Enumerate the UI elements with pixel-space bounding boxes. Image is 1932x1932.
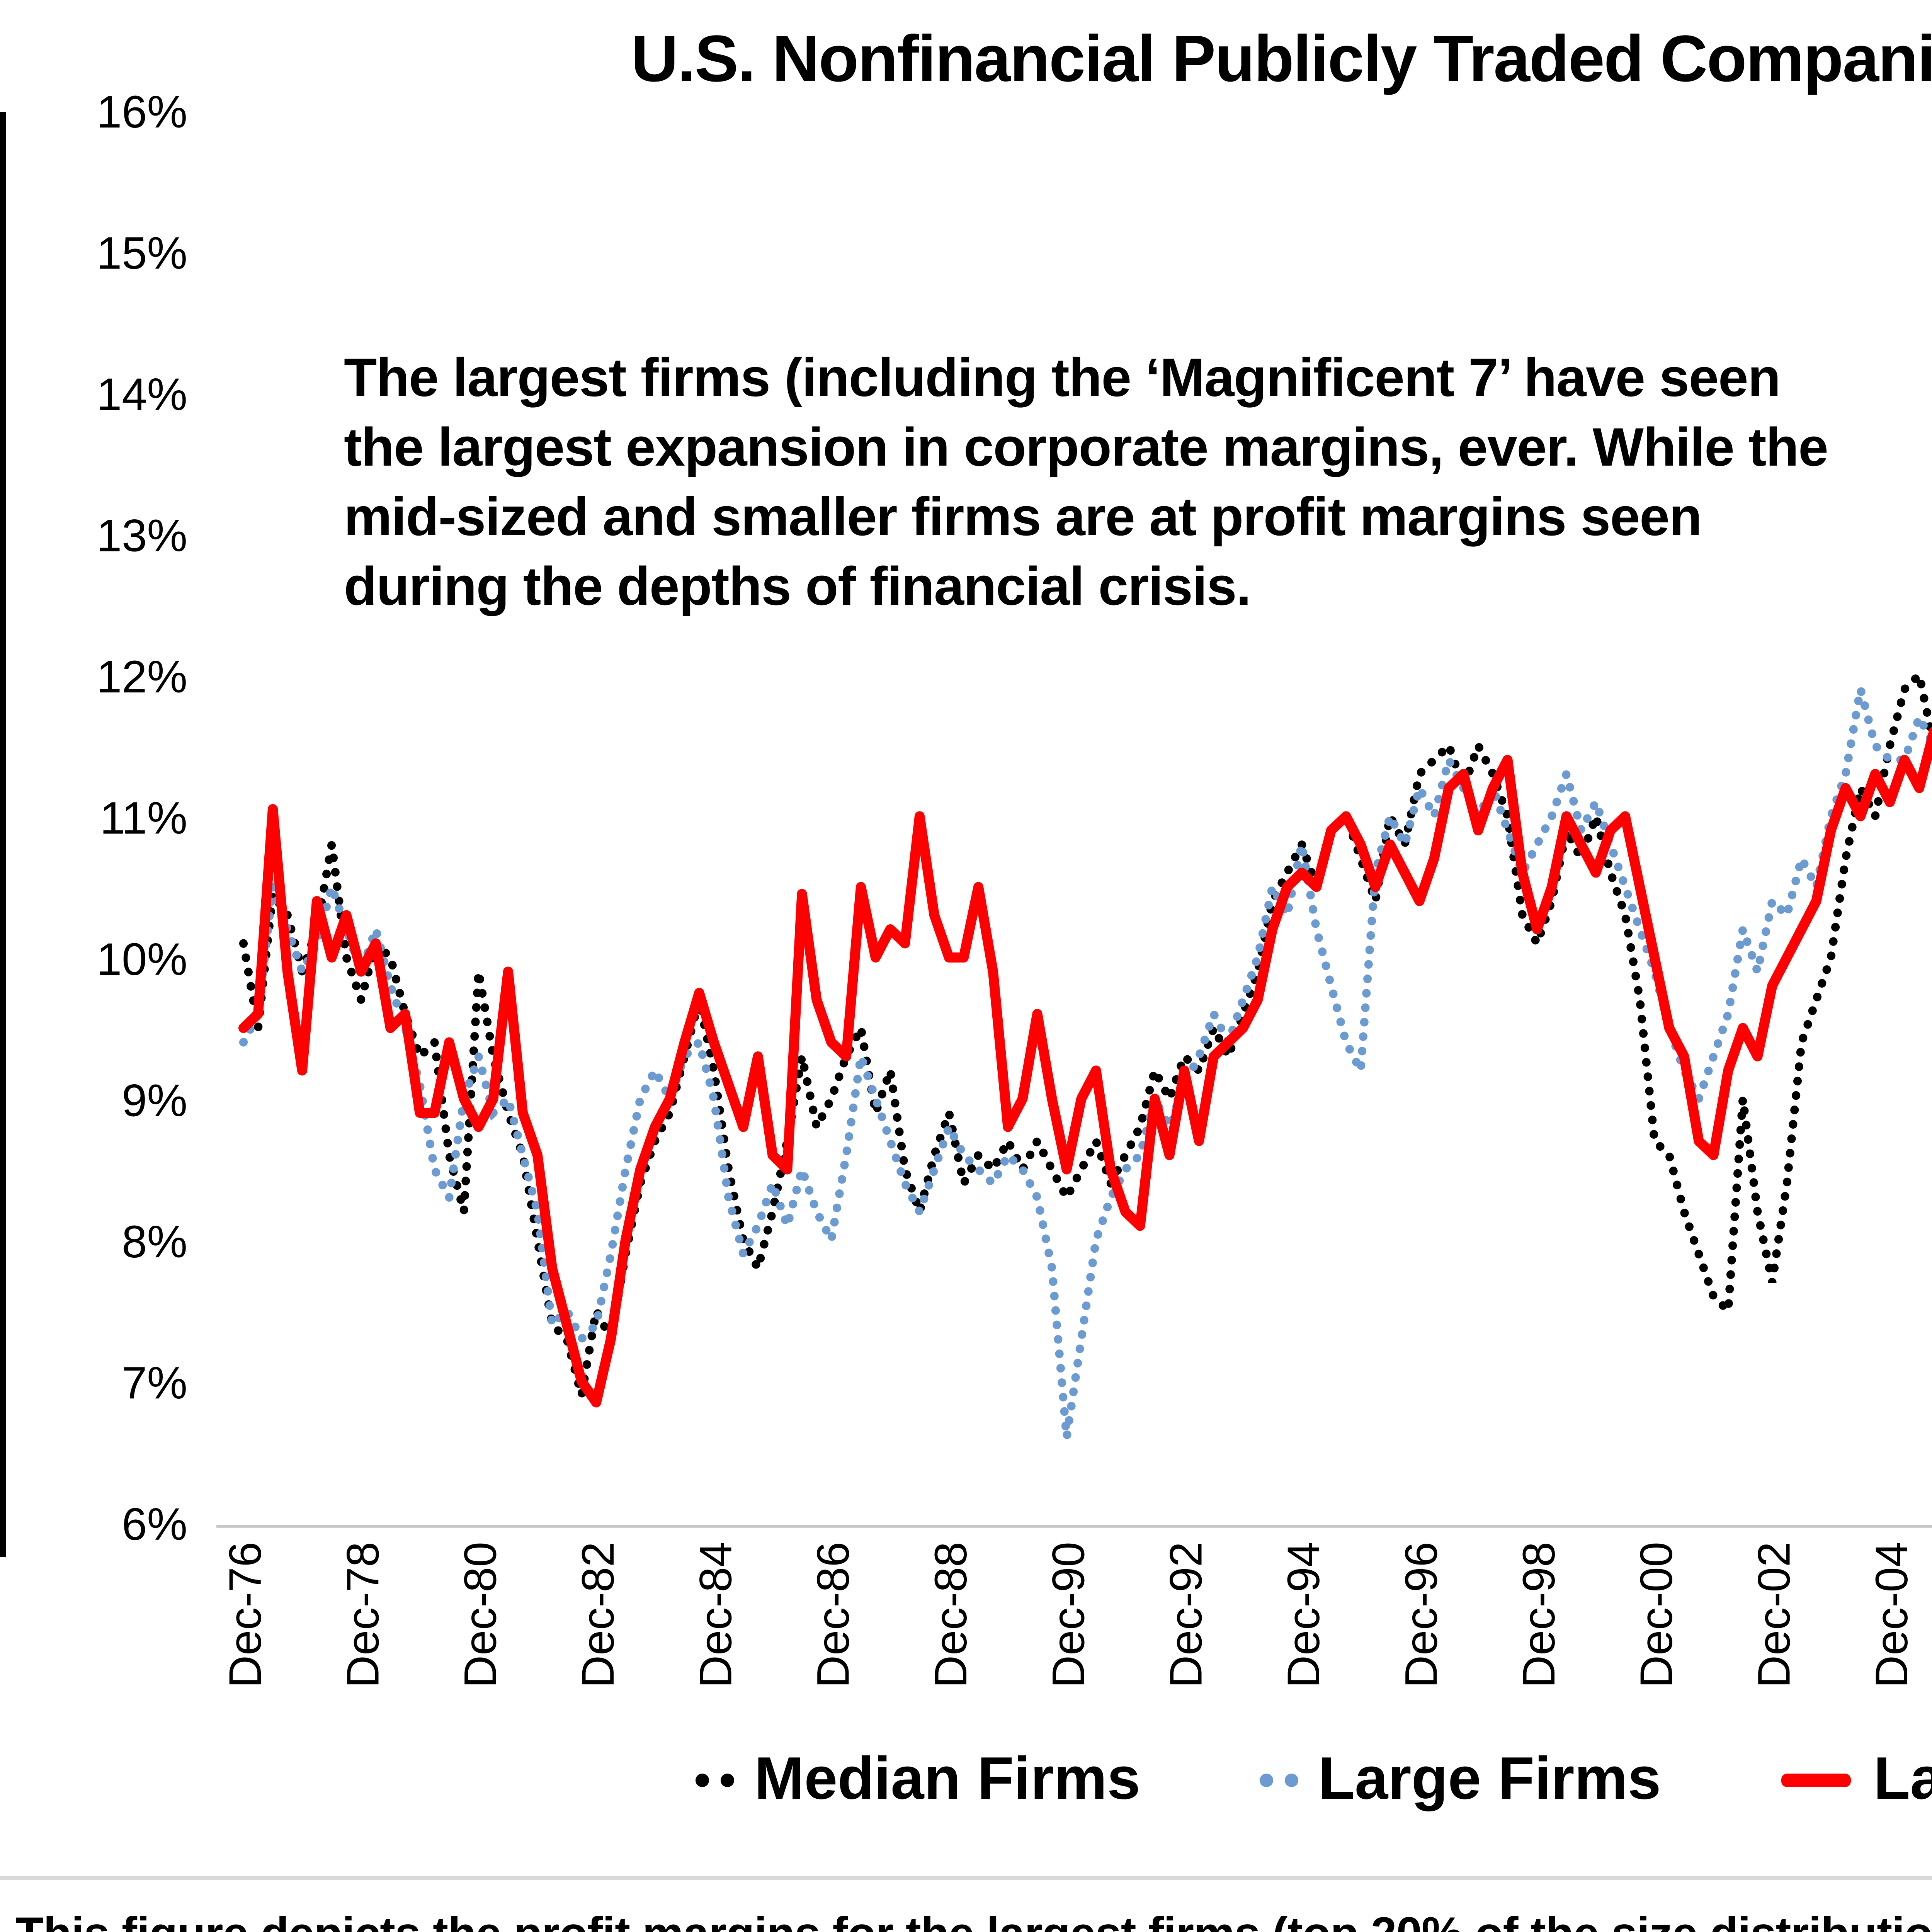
legend: Median Firms Large Firms Largest Firms bbox=[0, 1745, 1932, 1814]
legend-label-largest-firms: Largest Firms bbox=[1873, 1745, 1932, 1812]
x-tick-label: Dec-76 bbox=[220, 1542, 270, 1688]
x-tick-label: Dec-94 bbox=[1278, 1542, 1329, 1688]
chart-annotation: The largest firms (including the ‘Magnif… bbox=[344, 344, 1932, 622]
x-tick-label: Dec-80 bbox=[455, 1542, 506, 1688]
series-median-firms bbox=[239, 667, 1932, 1396]
y-tick-label: 7% bbox=[122, 1357, 187, 1408]
y-tick-label: 16% bbox=[97, 87, 187, 137]
y-tick-label: 8% bbox=[122, 1216, 187, 1267]
chart-left-border-line bbox=[0, 112, 6, 1557]
y-tick-label: 15% bbox=[97, 228, 187, 279]
x-tick-label: Dec-04 bbox=[1866, 1542, 1917, 1688]
legend-label-median-firms: Median Firms bbox=[754, 1745, 1141, 1812]
y-tick-label: 10% bbox=[97, 934, 187, 985]
legend-item-median-firms: Median Firms bbox=[696, 1745, 1140, 1814]
plot-area: 6% 7% 8% 9% 10% 11% 12% 13% 14% 15% 16% Dec-76 Dec-7… bbox=[97, 87, 1932, 1688]
x-tick-label: Dec-00 bbox=[1631, 1542, 1682, 1688]
y-tick-label: 13% bbox=[97, 510, 187, 561]
chart-title: U.S. Nonfinancial Publicly Traded Compan… bbox=[631, 23, 1932, 97]
legend-item-large-firms: Large Firms bbox=[1260, 1745, 1661, 1814]
series-large-firms bbox=[239, 688, 1932, 1439]
median-firms-dotted-marker-icon bbox=[696, 1772, 735, 1786]
x-tick-label: Dec-92 bbox=[1161, 1542, 1211, 1688]
figure-caption: This figure depicts the profit margins f… bbox=[15, 1901, 1932, 1932]
x-tick-label: Dec-88 bbox=[925, 1542, 976, 1688]
annotation-line-4: during the depths of financial crisis. bbox=[344, 556, 1251, 616]
x-tick-label: Dec-78 bbox=[337, 1542, 388, 1688]
y-tick-label: 6% bbox=[122, 1499, 187, 1549]
x-tick-label: Dec-86 bbox=[808, 1542, 859, 1688]
annotation-line-2: the largest expansion in corporate margi… bbox=[344, 417, 1828, 477]
y-tick-label: 12% bbox=[97, 651, 187, 702]
x-tick-label: Dec-98 bbox=[1514, 1542, 1564, 1688]
y-tick-label: 9% bbox=[122, 1075, 187, 1126]
legend-label-large-firms: Large Firms bbox=[1318, 1745, 1661, 1812]
y-tick-label: 11% bbox=[100, 793, 187, 844]
x-tick-label: Dec-84 bbox=[690, 1542, 741, 1688]
annotation-line-3: mid-sized and smaller firms are at profi… bbox=[344, 487, 1702, 547]
large-firms-dotted-marker-icon bbox=[1260, 1772, 1299, 1786]
x-tick-label: Dec-90 bbox=[1043, 1542, 1094, 1688]
series-largest-firms bbox=[238, 727, 1932, 1408]
annotation-line-1: The largest firms (including the ‘Magnif… bbox=[344, 348, 1781, 408]
caption-line-1: This figure depicts the profit margins f… bbox=[15, 1901, 1932, 1932]
x-tick-label: Dec-02 bbox=[1748, 1542, 1799, 1688]
x-tick-label: Dec-82 bbox=[573, 1542, 623, 1688]
largest-firms-line-marker-icon bbox=[1781, 1772, 1850, 1786]
separator-line bbox=[0, 1876, 1932, 1880]
x-tick-label: Dec-96 bbox=[1396, 1542, 1446, 1688]
y-tick-label: 14% bbox=[97, 369, 187, 420]
legend-item-largest-firms: Largest Firms bbox=[1781, 1745, 1932, 1814]
